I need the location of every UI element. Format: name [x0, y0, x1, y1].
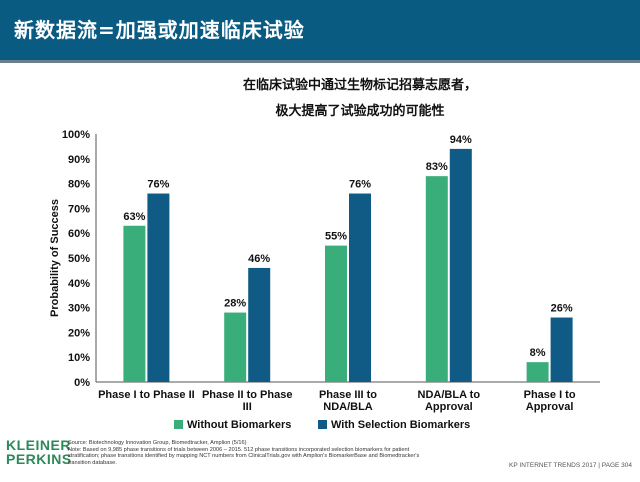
- chart-subtitle-line1: 在临床试验中通过生物标记招募志愿者，: [242, 78, 477, 93]
- footnote-note-1: Note: Based on 9,985 phase transitions o…: [68, 446, 410, 453]
- bar-with-biomarkers: [248, 267, 271, 382]
- legend-label: With Selection Biomarkers: [331, 419, 470, 431]
- bar-value-label: 94%: [450, 134, 472, 146]
- bar-value-label: 76%: [349, 179, 371, 191]
- x-tick-label: Phase I to Phase II: [98, 389, 195, 401]
- bar-with-biomarkers: [147, 193, 170, 382]
- header-bar: 新数据流=加强或加速临床试验: [0, 0, 640, 60]
- footnote-source: Source: Biotechnology Innovation Group, …: [68, 440, 247, 446]
- bar-value-label: 55%: [325, 231, 347, 243]
- bar-with-biomarkers: [349, 193, 371, 382]
- y-tick-label: 30%: [68, 303, 90, 315]
- chart-subtitle-line2: 极大提高了试验成功的可能性: [275, 104, 445, 119]
- bar-without-biomarkers: [224, 312, 247, 382]
- y-tick-label: 0%: [74, 377, 90, 389]
- legend-swatch: [318, 420, 327, 429]
- bar-without-biomarkers: [325, 245, 347, 382]
- y-tick-label: 70%: [68, 203, 90, 215]
- bar-value-label: 26%: [551, 303, 573, 315]
- footnote-note-2: stratification; phase transitions identi…: [68, 453, 420, 460]
- footer-page-label: KP INTERNET TRENDS 2017 | PAGE 304: [509, 462, 632, 469]
- bar-value-label: 46%: [248, 253, 270, 265]
- bar-without-biomarkers: [425, 176, 448, 382]
- logo-line2: PERKINS: [6, 451, 72, 467]
- bar-without-biomarkers: [526, 362, 549, 382]
- bar-with-biomarkers: [550, 317, 573, 382]
- y-tick-label: 90%: [68, 154, 90, 166]
- y-tick-label: 20%: [68, 327, 90, 339]
- y-tick-label: 10%: [68, 352, 90, 364]
- x-tick-label: Approval: [526, 401, 574, 413]
- x-tick-label: Phase III to: [319, 389, 377, 401]
- header-divider: [0, 60, 640, 63]
- kleiner-perkins-logo: KLEINER PERKINS: [6, 438, 72, 466]
- bar-chart: 0% 10% 20% 30% 40% 50% 60% 70% 80% 90% 100% Probabi…: [49, 129, 600, 431]
- x-tick-label: NDA/BLA to: [418, 389, 481, 401]
- y-tick-label: 80%: [68, 179, 90, 191]
- x-tick-label: Approval: [425, 401, 473, 413]
- bar-with-biomarkers: [449, 148, 472, 382]
- y-tick-label: 100%: [62, 129, 90, 141]
- x-tick-label: Phase I to: [524, 389, 576, 401]
- y-tick-label: 60%: [68, 228, 90, 240]
- legend-swatch: [174, 420, 183, 429]
- y-axis-label: Probability of Success: [49, 199, 61, 317]
- bar-value-label: 83%: [426, 161, 448, 173]
- bar-value-label: 28%: [224, 298, 246, 310]
- footnote-note-3: transition database.: [68, 459, 117, 466]
- x-tick-label: III: [243, 401, 252, 413]
- x-tick-label: NDA/BLA: [323, 401, 373, 413]
- y-tick-label: 50%: [68, 253, 90, 265]
- legend-label: Without Biomarkers: [187, 419, 291, 431]
- bar-value-label: 8%: [530, 347, 546, 359]
- bar-value-label: 76%: [147, 179, 169, 191]
- x-tick-label: Phase II to Phase: [202, 389, 292, 401]
- page-title: 新数据流=加强或加速临床试验: [14, 18, 305, 42]
- footnote: Source: Biotechnology Innovation Group, …: [68, 440, 488, 466]
- bar-value-label: 63%: [123, 211, 145, 223]
- logo-line1: KLEINER: [6, 437, 71, 453]
- bar-without-biomarkers: [123, 225, 146, 382]
- y-tick-label: 40%: [68, 278, 90, 290]
